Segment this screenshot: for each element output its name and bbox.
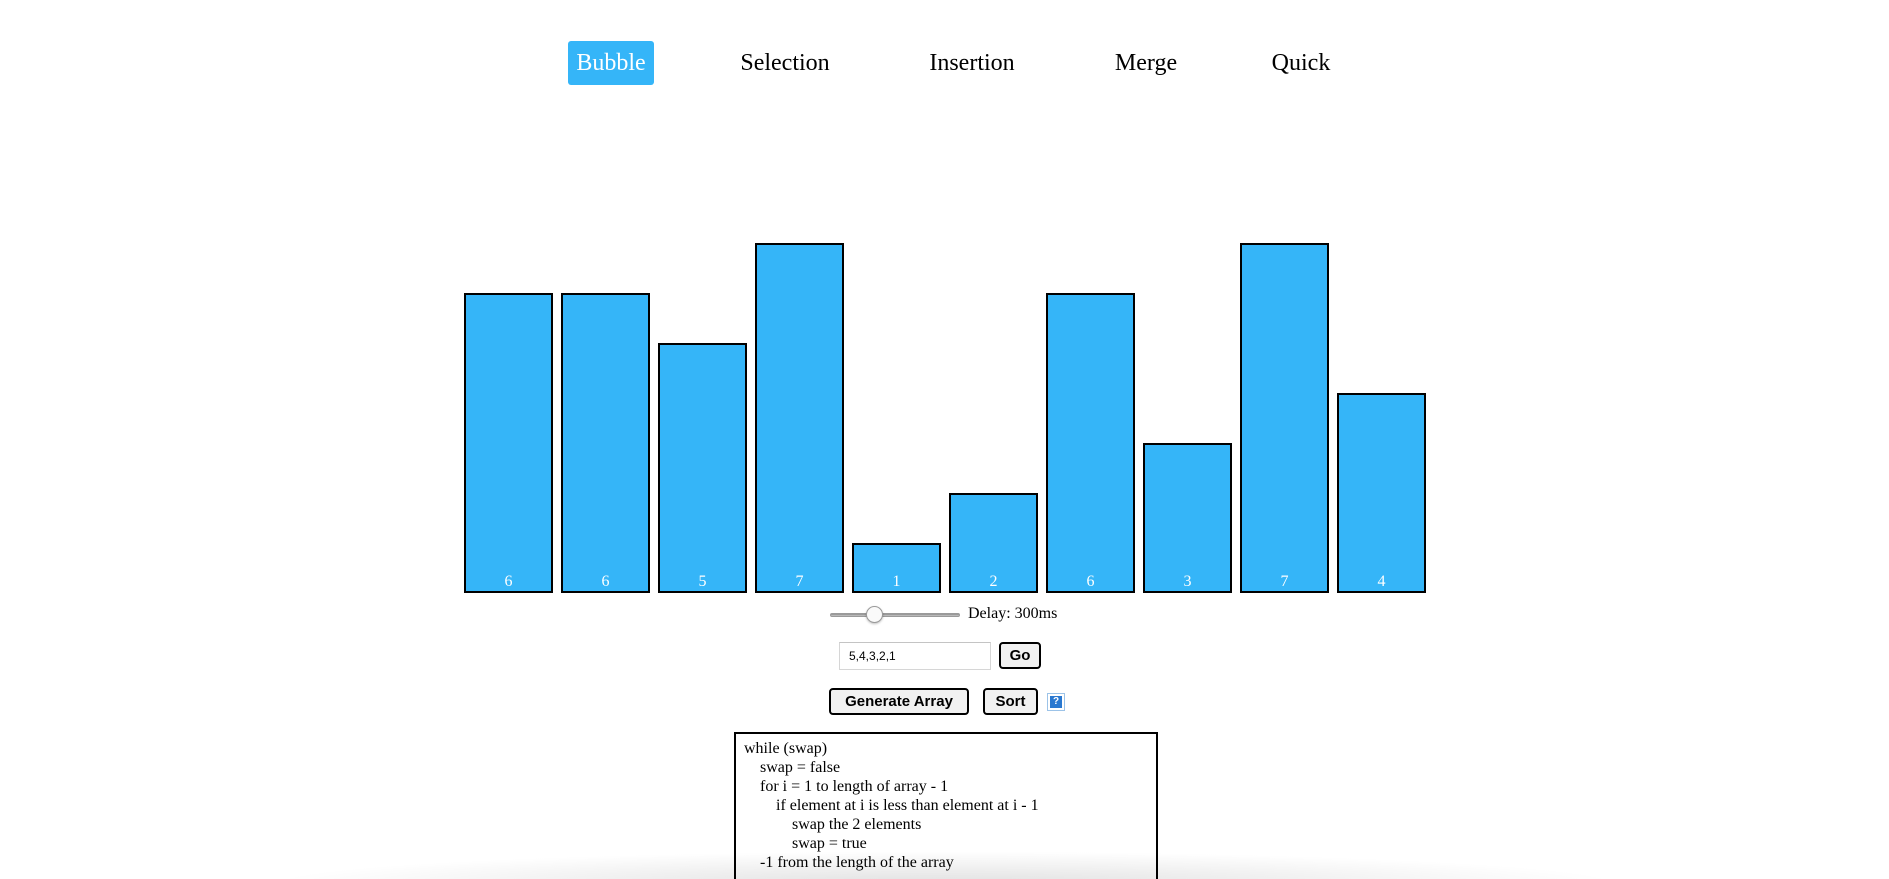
array-bar: 2 (949, 493, 1038, 593)
pseudocode-line: if element at i is less than element at … (744, 797, 1039, 814)
delay-slider-track[interactable] (830, 613, 960, 617)
bar-value-label: 6 (1086, 573, 1095, 590)
array-bar: 5 (658, 343, 747, 593)
nav-item-merge[interactable]: Merge (1114, 50, 1178, 76)
array-bar: 6 (561, 293, 650, 593)
array-bar: 3 (1143, 443, 1232, 593)
bar-value-label: 4 (1377, 573, 1386, 590)
pseudocode-line: swap = true (744, 835, 867, 852)
bar-value-label: 3 (1183, 573, 1192, 590)
algorithm-nav: Bubble Selection Insertion Merge Quick (0, 41, 1889, 85)
bar-value-label: 7 (795, 573, 804, 590)
pseudocode-line: swap the 2 elements (744, 816, 922, 833)
pseudocode-line: while (swap) (744, 740, 828, 757)
array-bar: 6 (464, 293, 553, 593)
array-bar: 1 (852, 543, 941, 593)
generate-array-button[interactable]: Generate Array (829, 688, 969, 715)
nav-item-quick[interactable]: Quick (1271, 50, 1331, 76)
pseudocode-line: swap = false (744, 759, 841, 776)
nav-item-selection[interactable]: Selection (740, 50, 830, 76)
pseudocode-line: for i = 1 to length of array - 1 (744, 778, 949, 795)
pseudocode-panel: while (swap) swap = false for i = 1 to l… (734, 732, 1158, 879)
array-bar: 7 (1240, 243, 1329, 593)
bar-value-label: 6 (504, 573, 513, 590)
array-bar: 4 (1337, 393, 1426, 593)
nav-item-bubble[interactable]: Bubble (568, 41, 654, 85)
nav-item-insertion[interactable]: Insertion (929, 50, 1015, 76)
help-icon[interactable]: ? (1047, 693, 1065, 711)
bar-value-label: 1 (892, 573, 901, 590)
pseudocode-line: -1 from the length of the array (744, 854, 954, 871)
bar-value-label: 5 (698, 573, 707, 590)
delay-label: Delay: 300ms (968, 605, 1058, 622)
go-button[interactable]: Go (999, 642, 1041, 669)
bar-value-label: 6 (601, 573, 610, 590)
array-input[interactable]: 5,4,3,2,1 (839, 642, 991, 670)
bar-value-label: 7 (1280, 573, 1289, 590)
bar-value-label: 2 (989, 573, 998, 590)
array-bar: 6 (1046, 293, 1135, 593)
sort-button[interactable]: Sort (983, 688, 1038, 715)
help-icon-glyph: ? (1050, 696, 1062, 708)
delay-slider-thumb[interactable] (866, 606, 883, 623)
array-bar-chart: 6 6 5 7 1 2 6 3 7 4 (464, 243, 1426, 593)
array-bar: 7 (755, 243, 844, 593)
